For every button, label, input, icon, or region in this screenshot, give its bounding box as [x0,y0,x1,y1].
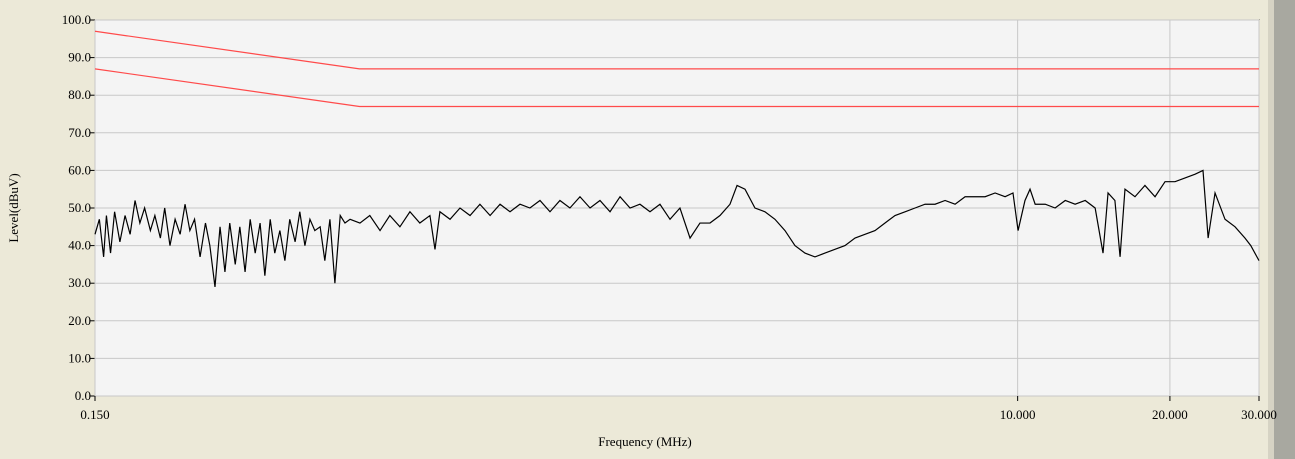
y-tick-label: 40.0 [68,238,91,253]
x-axis-label: Frequency (MHz) [598,434,692,449]
labels: 0.0 10.0 20.0 30.0 40.0 50.0 60.0 70.0 80.0 90.0 1… [62,12,1277,422]
x-tick-label: 30.000 [1241,407,1277,422]
y-tick-label: 0.0 [75,388,91,403]
x-tick-label: 0.150 [80,407,109,422]
x-tick-label: 10.000 [1000,407,1036,422]
window-edge [1273,0,1295,459]
window-edge-bevel [1268,0,1274,459]
y-tick-label: 80.0 [68,87,91,102]
y-tick-label: 60.0 [68,162,91,177]
y-tick-label: 30.0 [68,275,91,290]
y-tick-label: 70.0 [68,125,91,140]
trace-line [94,169,1260,288]
x-tick-label: 20.000 [1152,407,1188,422]
limit-line [94,30,1259,70]
y-tick-label: 90.0 [68,50,91,65]
y-tick-label: 100.0 [62,12,91,27]
y-tick-label: 50.0 [68,200,91,215]
limit-line [94,68,1259,108]
grid [90,19,1260,401]
marks [94,30,1260,288]
y-tick-label: 10.0 [68,350,91,365]
y-tick-label: 20.0 [68,313,91,328]
y-axis-label: Level(dBuV) [6,173,21,242]
